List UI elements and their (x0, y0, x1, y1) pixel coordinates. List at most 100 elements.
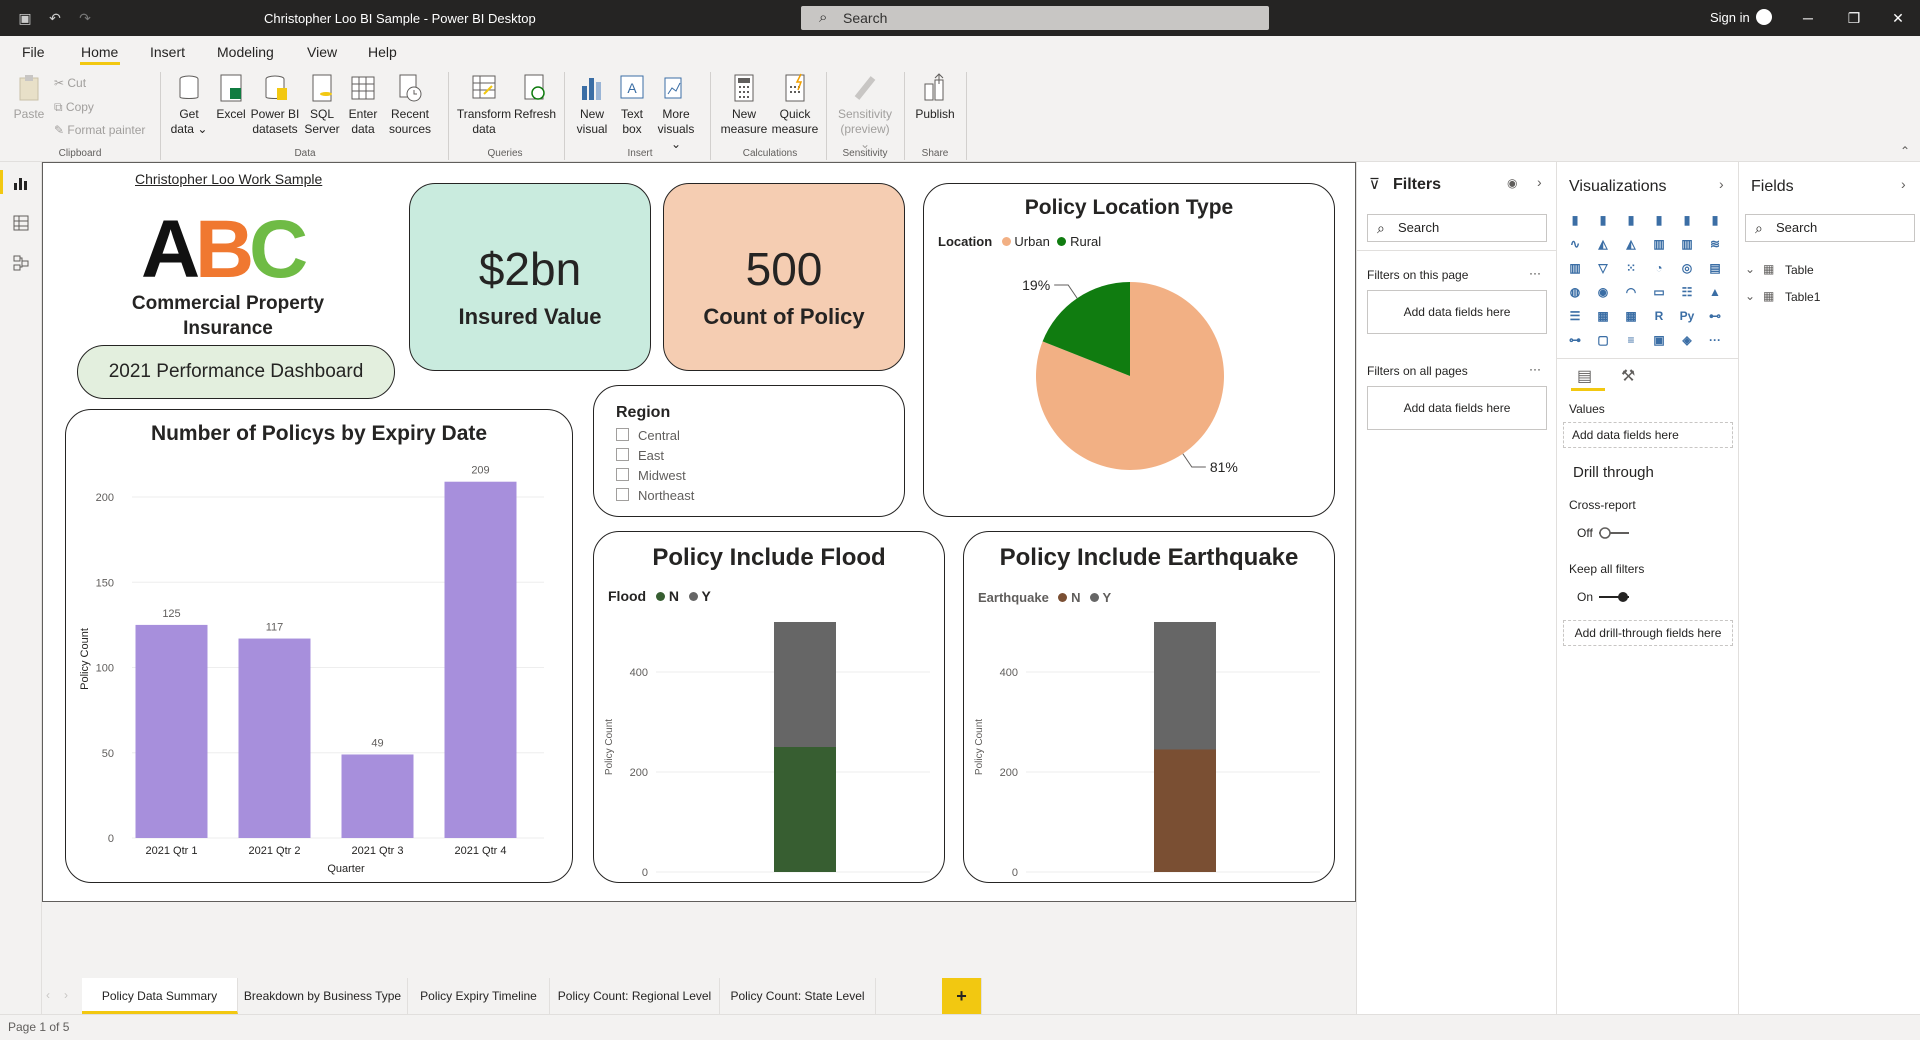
expand-icon[interactable]: ⌄ (1745, 262, 1756, 276)
undo-icon[interactable]: ↶ (49, 10, 61, 26)
tab-regional-level[interactable]: Policy Count: Regional Level (550, 978, 720, 1014)
pie-chart-card[interactable]: Policy Location Type Location Urban Rura… (923, 183, 1335, 517)
paste-button[interactable]: Paste (12, 72, 46, 122)
expand-icon[interactable]: ⌄ (1745, 289, 1756, 303)
more-icon[interactable]: ··· (1709, 333, 1721, 347)
more-options-icon[interactable]: ··· (1529, 266, 1541, 280)
smart-narrative-icon[interactable]: ≡ (1627, 333, 1635, 347)
restore-icon[interactable]: ❐ (1847, 10, 1861, 26)
tab-policy-data-summary[interactable]: Policy Data Summary (82, 978, 238, 1014)
earthquake-chart-card[interactable]: Policy Include Earthquake Earthquake N Y… (963, 531, 1335, 883)
filled-map-icon[interactable]: ◉ (1597, 285, 1609, 299)
filters-page-drop[interactable]: Add data fields here (1367, 290, 1547, 334)
search-box[interactable]: ⌕ Search (801, 6, 1269, 30)
scatter-icon[interactable]: ⁙ (1625, 261, 1637, 275)
python-icon[interactable]: Py (1679, 309, 1695, 323)
table-icon[interactable]: ▦ (1597, 309, 1609, 323)
more-options-icon[interactable]: ··· (1529, 362, 1541, 376)
kpi-icon[interactable]: ▲ (1709, 285, 1721, 299)
checkbox[interactable] (616, 448, 629, 461)
collapse-fields-icon[interactable]: › (1901, 176, 1906, 192)
avatar[interactable] (1756, 9, 1772, 25)
arcgis-icon[interactable]: ◈ (1682, 333, 1692, 347)
tab-prev-icon[interactable]: ‹ (46, 988, 50, 1002)
recent-sources-button[interactable]: Recent sources (384, 72, 436, 137)
gauge-icon[interactable]: ◠ (1625, 285, 1637, 299)
qa-icon[interactable]: ▢ (1597, 333, 1609, 347)
data-view-icon[interactable] (12, 214, 30, 232)
save-icon[interactable]: ▣ (18, 10, 32, 26)
matrix-icon[interactable]: ▦ (1625, 309, 1637, 323)
r-visual-icon[interactable]: R (1654, 309, 1664, 323)
minimize-icon[interactable]: ─ (1803, 10, 1813, 26)
eye-icon[interactable]: ◉ (1507, 176, 1518, 190)
tab-policy-expiry-timeline[interactable]: Policy Expiry Timeline (408, 978, 550, 1014)
stacked-area-icon[interactable]: ◭ (1626, 237, 1636, 251)
more-visuals-button[interactable]: More visuals ⌄ (652, 72, 700, 152)
new-visual-button[interactable]: New visual (572, 72, 612, 137)
sql-server-button[interactable]: SQL Server (303, 72, 341, 137)
drill-through-drop[interactable]: Add drill-through fields here (1563, 620, 1733, 646)
values-drop[interactable]: Add data fields here (1563, 422, 1733, 448)
fields-tab-icon[interactable]: ▤ (1577, 368, 1593, 385)
100-column-icon[interactable]: ▮ (1711, 213, 1719, 227)
filters-all-drop[interactable]: Add data fields here (1367, 386, 1547, 430)
slicer-icon[interactable]: ☰ (1569, 309, 1581, 323)
menu-modeling[interactable]: Modeling (217, 44, 274, 60)
funnel-icon[interactable]: ▽ (1598, 261, 1608, 275)
menu-view[interactable]: View (307, 44, 338, 60)
treemap-icon[interactable]: ▤ (1709, 261, 1721, 275)
tab-state-level[interactable]: Policy Count: State Level (720, 978, 876, 1014)
menu-help[interactable]: Help (368, 44, 397, 60)
keep-filters-toggle[interactable] (1597, 590, 1631, 604)
model-view-icon[interactable] (12, 254, 30, 272)
map-icon[interactable]: ◍ (1569, 285, 1581, 299)
key-influencers-icon[interactable]: ⊷ (1709, 309, 1721, 323)
cut-button[interactable]: ✂ Cut (54, 76, 86, 90)
new-measure-button[interactable]: New measure (718, 72, 770, 137)
filters-search[interactable]: ⌕ Search (1367, 214, 1547, 242)
kpi-card-count[interactable]: 500 Count of Policy (663, 183, 905, 371)
text-box-button[interactable]: A Text box (614, 72, 650, 137)
menu-insert[interactable]: Insert (150, 44, 186, 60)
transform-data-button[interactable]: Transform data (456, 72, 512, 137)
line-column-icon[interactable]: ▥ (1653, 237, 1665, 251)
report-view-icon[interactable] (12, 174, 30, 192)
collapse-ribbon-icon[interactable]: ⌃ (1900, 144, 1911, 158)
format-roller-icon[interactable]: ⚒ (1621, 368, 1636, 385)
flood-chart-card[interactable]: Policy Include Flood Flood N Y 0 200 400 Po… (593, 531, 945, 883)
add-page-button[interactable]: + (942, 978, 982, 1014)
pbi-datasets-button[interactable]: Power BI datasets (250, 72, 300, 137)
stacked-column-icon[interactable]: ▮ (1599, 213, 1607, 227)
sign-in-link[interactable]: Sign in (1710, 10, 1750, 25)
fields-search[interactable]: ⌕ Search (1745, 214, 1915, 242)
work-sample-link[interactable]: Christopher Loo Work Sample (135, 171, 323, 187)
clustered-column-icon[interactable]: ▮ (1655, 213, 1663, 227)
collapse-filters-icon[interactable]: › (1537, 174, 1542, 190)
redo-icon[interactable]: ↷ (79, 10, 91, 26)
excel-button[interactable]: Excel (214, 72, 248, 122)
copy-button[interactable]: ⧉ Copy (54, 100, 94, 115)
clustered-bar-icon[interactable]: ▮ (1627, 213, 1635, 227)
line-clustered-icon[interactable]: ▥ (1681, 237, 1693, 251)
region-slicer[interactable]: Region Central East Midwest Northeast (593, 385, 905, 517)
checkbox[interactable] (616, 468, 629, 481)
get-data-button[interactable]: Get data ⌄ (168, 72, 210, 137)
refresh-button[interactable]: Refresh (514, 72, 556, 122)
format-painter-button[interactable]: ✎ Format painter (54, 123, 145, 137)
close-icon[interactable]: ✕ (1892, 10, 1904, 26)
waterfall-icon[interactable]: ▥ (1569, 261, 1581, 275)
tab-breakdown-business-type[interactable]: Breakdown by Business Type (238, 978, 408, 1014)
checkbox[interactable] (616, 488, 629, 501)
menu-file[interactable]: File (22, 44, 45, 60)
100-bar-icon[interactable]: ▮ (1683, 213, 1691, 227)
donut-icon[interactable]: ◎ (1681, 261, 1693, 275)
ribbon-icon[interactable]: ≋ (1709, 237, 1721, 251)
enter-data-button[interactable]: Enter data (344, 72, 382, 137)
area-icon[interactable]: ◭ (1598, 237, 1608, 251)
collapse-visualizations-icon[interactable]: › (1719, 176, 1724, 192)
menu-home[interactable]: Home (81, 44, 119, 60)
pie-icon[interactable]: ◔ (1655, 261, 1663, 275)
checkbox[interactable] (616, 428, 629, 441)
cross-report-toggle[interactable] (1597, 526, 1631, 540)
